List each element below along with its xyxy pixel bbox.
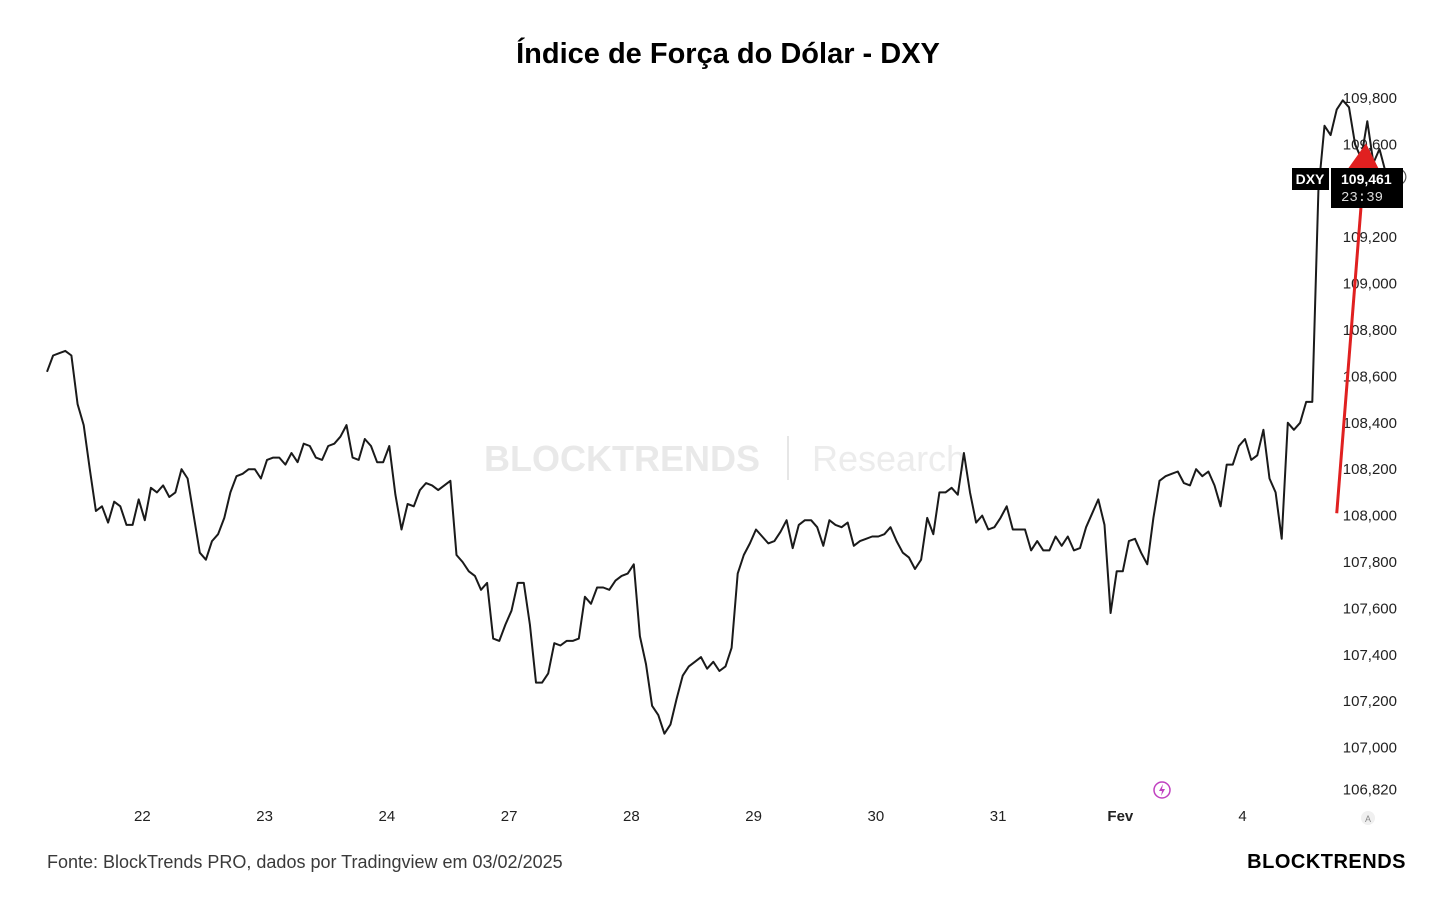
auto-scale-icon[interactable]: A bbox=[1361, 811, 1375, 825]
x-tick-label: 27 bbox=[501, 808, 518, 825]
last-price-label: 109,461 bbox=[1341, 171, 1392, 187]
y-tick-label: 109,200 bbox=[1343, 229, 1397, 246]
y-tick-label: 108,200 bbox=[1343, 461, 1397, 478]
chart-title: Índice de Força do Dólar - DXY bbox=[516, 38, 940, 70]
x-tick-label: 30 bbox=[868, 808, 885, 825]
y-tick-label: 107,800 bbox=[1343, 554, 1397, 571]
y-tick-label: 108,600 bbox=[1343, 368, 1397, 385]
y-tick-label: 107,400 bbox=[1343, 647, 1397, 664]
x-tick-label: 29 bbox=[745, 808, 762, 825]
x-tick-label: 22 bbox=[134, 808, 151, 825]
y-tick-label: 107,600 bbox=[1343, 600, 1397, 617]
y-tick-label: 107,200 bbox=[1343, 693, 1397, 710]
watermark-brand: BLOCKTRENDS bbox=[484, 438, 760, 479]
x-tick-label: 28 bbox=[623, 808, 640, 825]
y-tick-label: 109,000 bbox=[1343, 276, 1397, 293]
price-label-bg bbox=[1331, 168, 1403, 208]
x-tick-label: 31 bbox=[990, 808, 1007, 825]
dxy-series-line bbox=[46, 99, 1399, 735]
x-tick-label: 24 bbox=[379, 808, 396, 825]
footer-brand: BLOCKTRENDS bbox=[1247, 851, 1406, 873]
x-tick-label: Fev bbox=[1107, 808, 1134, 825]
symbol-badge: DXY bbox=[1296, 171, 1325, 187]
y-tick-label: 109,800 bbox=[1343, 90, 1397, 107]
watermark-suffix: Research bbox=[812, 438, 966, 479]
x-tick-label: 4 bbox=[1238, 808, 1246, 825]
x-tick-label: 23 bbox=[256, 808, 273, 825]
y-axis: 109,800109,600109,200109,000108,800108,6… bbox=[1343, 90, 1397, 798]
y-tick-label: 107,000 bbox=[1343, 740, 1397, 757]
red-arrow-annotation bbox=[1335, 143, 1382, 514]
countdown-label: 23:39 bbox=[1341, 190, 1383, 206]
symbol-badge-bg bbox=[1292, 168, 1329, 190]
x-axis: 22 23 24 27 28 29 30 31 Fev 4 bbox=[134, 808, 1247, 825]
y-tick-label: 108,800 bbox=[1343, 322, 1397, 339]
footer-source: Fonte: BlockTrends PRO, dados por Tradin… bbox=[47, 852, 563, 872]
lightning-icon[interactable] bbox=[1153, 781, 1171, 799]
y-tick-label: 108,000 bbox=[1343, 508, 1397, 525]
y-tick-label: 106,820 bbox=[1343, 781, 1397, 798]
y-tick-label: 108,400 bbox=[1343, 415, 1397, 432]
svg-text:A: A bbox=[1365, 814, 1371, 824]
